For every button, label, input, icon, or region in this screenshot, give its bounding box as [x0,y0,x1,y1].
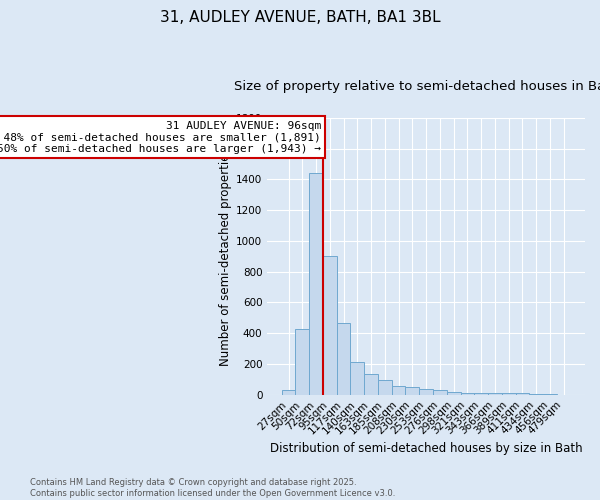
Bar [281,390,295,394]
Y-axis label: Number of semi-detached properties: Number of semi-detached properties [219,147,232,366]
Bar [323,256,337,394]
Text: Contains HM Land Registry data © Crown copyright and database right 2025.
Contai: Contains HM Land Registry data © Crown c… [30,478,395,498]
Bar [433,390,447,394]
X-axis label: Distribution of semi-detached houses by size in Bath: Distribution of semi-detached houses by … [270,442,583,455]
Text: 31, AUDLEY AVENUE, BATH, BA1 3BL: 31, AUDLEY AVENUE, BATH, BA1 3BL [160,10,440,25]
Bar [378,380,392,394]
Bar [309,173,323,394]
Text: 31 AUDLEY AVENUE: 96sqm
← 48% of semi-detached houses are smaller (1,891)
50% of: 31 AUDLEY AVENUE: 96sqm ← 48% of semi-de… [0,121,321,154]
Bar [364,374,378,394]
Bar [295,330,309,394]
Bar [419,390,433,394]
Bar [461,392,474,394]
Bar [474,393,488,394]
Bar [337,323,350,394]
Bar [502,393,515,394]
Bar [406,388,419,394]
Bar [392,386,406,394]
Bar [447,392,461,394]
Bar [350,362,364,394]
Title: Size of property relative to semi-detached houses in Bath: Size of property relative to semi-detach… [233,80,600,93]
